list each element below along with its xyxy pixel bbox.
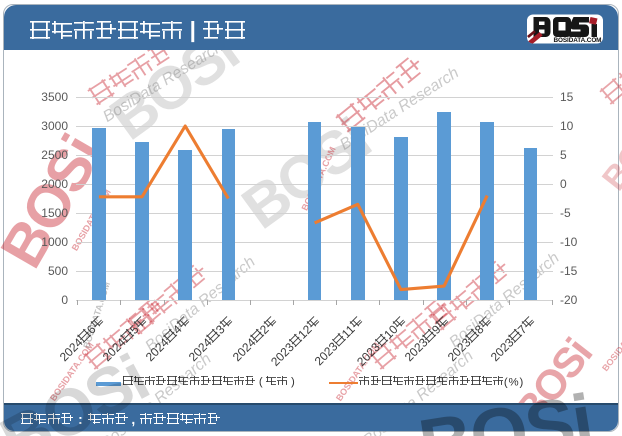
svg-text:BOSIDATA.COM: BOSIDATA.COM xyxy=(554,37,602,44)
